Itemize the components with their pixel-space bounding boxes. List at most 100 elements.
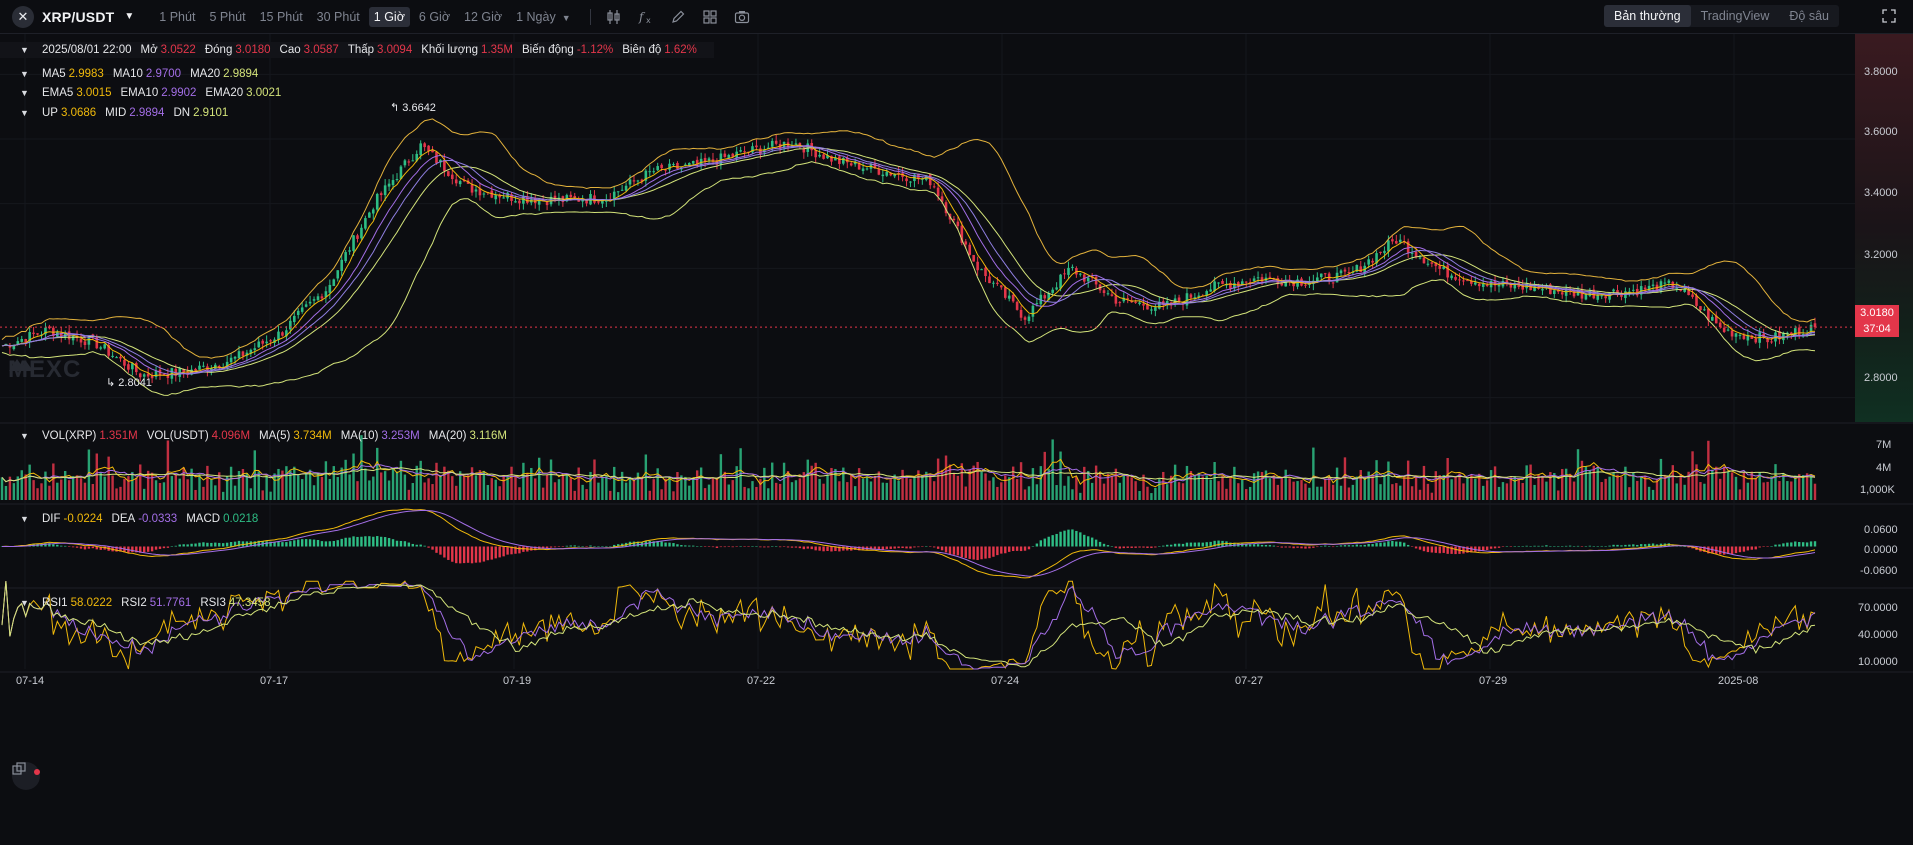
volume-bar (885, 482, 888, 500)
volume-bar (1561, 469, 1564, 500)
macd-histogram-bar (1564, 545, 1568, 547)
fullscreen-icon[interactable] (1881, 8, 1897, 24)
volume-axis-label: 1,000K (1860, 484, 1895, 496)
candle-body (419, 143, 422, 156)
volume-bar (980, 471, 983, 500)
candle-body (1086, 277, 1090, 282)
pencil-icon[interactable] (669, 8, 687, 26)
collapse-chevron-icon[interactable]: ▼ (20, 45, 29, 55)
candle-body (1422, 257, 1426, 264)
volume-bar (1339, 485, 1343, 500)
volume-bar (1632, 472, 1635, 500)
candle-body (1193, 297, 1197, 299)
volume-bar (1794, 475, 1797, 500)
layout-grid-icon[interactable] (701, 8, 719, 26)
candle-body (960, 225, 964, 243)
macd-histogram-bar (715, 546, 719, 548)
volume-bar (992, 477, 995, 500)
volume-bar (1813, 483, 1817, 500)
candle-body (865, 168, 869, 170)
candle-body (1667, 280, 1671, 283)
collapse-chevron-icon[interactable]: ▼ (20, 108, 29, 118)
high-value: 3.0587 (303, 44, 339, 56)
volume-bar (123, 478, 126, 500)
candle-body (1197, 295, 1201, 298)
view-tradingview-button[interactable]: TradingView (1700, 9, 1770, 23)
volume-bar (391, 468, 395, 500)
chart-settings-button[interactable] (12, 762, 40, 790)
interval-1h[interactable]: 1 Giờ (368, 6, 410, 27)
toolbar-divider (589, 8, 591, 25)
interval-15m[interactable]: 15 Phút (259, 9, 303, 24)
macd-histogram-bar (1588, 545, 1592, 547)
candle-body (16, 341, 20, 345)
volume-bar (1004, 475, 1007, 500)
macd-histogram-bar (834, 546, 837, 552)
volume-bar (431, 484, 434, 500)
macd-histogram-bar (1292, 546, 1295, 549)
volume-bar (1462, 483, 1465, 500)
macd-histogram-bar (1015, 546, 1019, 551)
macd-histogram-bar (1813, 541, 1817, 547)
candle-body (1347, 272, 1351, 274)
candle-body (1280, 283, 1284, 286)
volume-bar (1019, 462, 1023, 500)
candles-icon[interactable] (605, 8, 623, 26)
macd-histogram-bar (510, 546, 513, 555)
volume-bar (28, 464, 31, 500)
collapse-chevron-icon[interactable]: ▼ (20, 69, 29, 79)
view-standard-button[interactable]: Bản thường (1603, 5, 1691, 27)
volume-bar (36, 488, 39, 500)
candle-body (1383, 250, 1386, 254)
macd-histogram-bar (451, 546, 454, 562)
macd-histogram-bar (158, 546, 162, 549)
volume-bar (1055, 485, 1058, 500)
volume-bar (1636, 480, 1639, 500)
vol-xrp-value: 1.351M (99, 430, 138, 442)
candle-body (1458, 279, 1461, 281)
symbol-dropdown-icon[interactable]: ▼ (124, 11, 135, 22)
macd-histogram-bar (988, 546, 991, 559)
time-axis-label: 07-14 (16, 675, 45, 687)
collapse-chevron-icon[interactable]: ▼ (20, 431, 29, 441)
interval-30m[interactable]: 30 Phút (316, 9, 360, 24)
macd-histogram-bar (1079, 532, 1082, 547)
collapse-chevron-icon[interactable]: ▼ (20, 514, 29, 524)
interval-5m[interactable]: 5 Phút (209, 9, 246, 24)
candle-body (131, 363, 134, 370)
interval-1d-wrap[interactable]: 1 Ngày ▼ (511, 7, 576, 27)
collapse-chevron-icon[interactable]: ▼ (20, 88, 29, 98)
candle-body (893, 174, 896, 177)
macd-histogram-bar (771, 546, 774, 547)
volume-bar (63, 470, 67, 500)
volume-bar (1071, 489, 1074, 500)
interval-1m[interactable]: 1 Phút (159, 9, 196, 24)
macd-histogram-bar (194, 543, 197, 547)
volume-bar (1130, 477, 1133, 500)
camera-icon[interactable] (733, 8, 751, 26)
candle-body (1726, 329, 1730, 331)
ma5-label: MA5 (42, 68, 66, 80)
macd-histogram-bar (71, 546, 75, 548)
volume-bar (676, 472, 679, 500)
volume-bar (1134, 481, 1137, 500)
volume-bar (1533, 484, 1536, 500)
candle-body (755, 145, 758, 148)
candle-body (328, 284, 332, 293)
interval-6h[interactable]: 6 Giờ (418, 9, 451, 24)
candle-body (1474, 282, 1477, 285)
view-depth-button[interactable]: Độ sâu (1789, 9, 1829, 23)
macd-histogram-bar (1047, 536, 1050, 547)
chart-canvas[interactable] (0, 34, 1913, 845)
ema10-value: 2.9902 (161, 87, 197, 99)
interval-12h[interactable]: 12 Giờ (464, 9, 503, 24)
chart-area[interactable]: ▼ 2025/08/01 22:00 Mở 3.0522 Đóng 3.0180 C… (0, 34, 1913, 845)
symbol-name[interactable]: XRP/USDT (42, 8, 115, 25)
macd-histogram-bar (1035, 543, 1039, 547)
macd-histogram-bar (119, 546, 122, 552)
collapse-chevron-icon[interactable]: ▼ (20, 598, 29, 608)
volume-bar (312, 485, 316, 500)
macd-histogram-bar (462, 546, 466, 564)
candle-body (794, 143, 798, 145)
